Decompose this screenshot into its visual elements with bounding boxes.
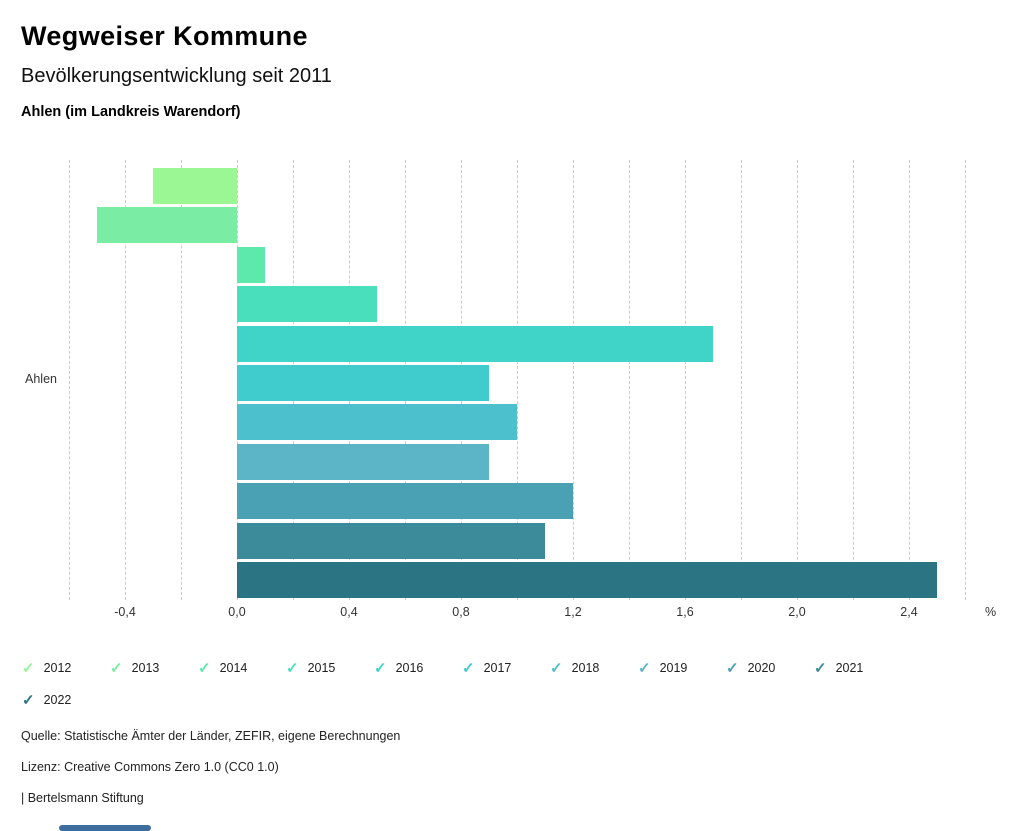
check-icon: ✓ bbox=[286, 659, 299, 677]
gridline bbox=[741, 160, 742, 600]
check-icon: ✓ bbox=[814, 659, 827, 677]
x-tick-label: 2,0 bbox=[788, 605, 806, 619]
check-icon: ✓ bbox=[726, 659, 739, 677]
legend-year-label: 2022 bbox=[43, 693, 72, 707]
gridline bbox=[125, 160, 126, 600]
legend-item-2022[interactable]: ✓ 2022 bbox=[22, 684, 110, 716]
legend-year-label: 2013 bbox=[131, 661, 160, 675]
legend-item-2015[interactable]: ✓ 2015 bbox=[286, 652, 374, 684]
check-icon: ✓ bbox=[22, 659, 35, 677]
gridline bbox=[573, 160, 574, 600]
x-tick-label: -0,4 bbox=[114, 605, 136, 619]
x-tick-label: 2,4 bbox=[900, 605, 918, 619]
legend-item-2020[interactable]: ✓ 2020 bbox=[726, 652, 814, 684]
legend-year-label: 2017 bbox=[483, 661, 512, 675]
gridline bbox=[965, 160, 966, 600]
legend-year-label: 2021 bbox=[835, 661, 864, 675]
x-tick-label: 0,8 bbox=[452, 605, 470, 619]
x-tick-label: 1,2 bbox=[564, 605, 582, 619]
legend-item-2013[interactable]: ✓ 2013 bbox=[110, 652, 198, 684]
check-icon: ✓ bbox=[110, 659, 123, 677]
gridline bbox=[909, 160, 910, 600]
attribution-line: | Bertelsmann Stiftung bbox=[21, 791, 144, 805]
bar-2022[interactable] bbox=[237, 562, 937, 598]
gridline bbox=[181, 160, 182, 600]
x-axis-unit-label: % bbox=[985, 605, 997, 619]
x-tick-label: 1,6 bbox=[676, 605, 694, 619]
chart-legend: ✓ 2012 ✓ 2013 ✓ 2014 ✓ 2015 ✓ 2016 ✓ 2017 ✓ 2018 ✓ 2019… bbox=[22, 652, 942, 716]
legend-item-2021[interactable]: ✓ 2021 bbox=[814, 652, 902, 684]
legend-year-label: 2014 bbox=[219, 661, 248, 675]
gridline bbox=[853, 160, 854, 600]
source-line: Quelle: Statistische Ämter der Länder, Z… bbox=[21, 729, 401, 743]
chart-footer: Quelle: Statistische Ämter der Länder, Z… bbox=[21, 729, 400, 822]
legend-item-2012[interactable]: ✓ 2012 bbox=[22, 652, 110, 684]
legend-item-2016[interactable]: ✓ 2016 bbox=[374, 652, 462, 684]
legend-year-label: 2016 bbox=[395, 661, 424, 675]
x-axis: % -0,4 0,0 0,4 0,8 1,2 1,6 2,0 2,4 bbox=[0, 605, 1024, 623]
check-icon: ✓ bbox=[198, 659, 211, 677]
gridline bbox=[629, 160, 630, 600]
bar-2015[interactable] bbox=[237, 286, 377, 323]
check-icon: ✓ bbox=[638, 659, 651, 677]
gridline bbox=[797, 160, 798, 600]
bar-2020[interactable] bbox=[237, 483, 573, 520]
bar-2021[interactable] bbox=[237, 522, 545, 559]
legend-item-2019[interactable]: ✓ 2019 bbox=[638, 652, 726, 684]
bar-2018[interactable] bbox=[237, 404, 517, 441]
legend-year-label: 2020 bbox=[747, 661, 776, 675]
bar-2014[interactable] bbox=[237, 246, 265, 283]
legend-item-2017[interactable]: ✓ 2017 bbox=[462, 652, 550, 684]
legend-year-label: 2015 bbox=[307, 661, 336, 675]
check-icon: ✓ bbox=[22, 691, 35, 709]
bar-chart-plot-area: Ahlen bbox=[0, 160, 1024, 600]
bar-2016[interactable] bbox=[237, 325, 713, 362]
legend-year-label: 2018 bbox=[571, 661, 600, 675]
bar-2013[interactable] bbox=[97, 207, 237, 244]
legend-year-label: 2012 bbox=[43, 661, 72, 675]
horizontal-scrollbar-thumb[interactable] bbox=[59, 825, 151, 831]
bar-2019[interactable] bbox=[237, 443, 489, 480]
chart-title: Bevölkerungsentwicklung seit 2011 bbox=[21, 65, 332, 87]
gridline bbox=[69, 160, 70, 600]
check-icon: ✓ bbox=[462, 659, 475, 677]
legend-item-2018[interactable]: ✓ 2018 bbox=[550, 652, 638, 684]
gridline bbox=[685, 160, 686, 600]
bar-2012[interactable] bbox=[153, 168, 237, 204]
legend-item-2014[interactable]: ✓ 2014 bbox=[198, 652, 286, 684]
check-icon: ✓ bbox=[550, 659, 563, 677]
x-tick-label: 0,4 bbox=[340, 605, 358, 619]
y-axis-category-label: Ahlen bbox=[25, 372, 57, 386]
check-icon: ✓ bbox=[374, 659, 387, 677]
gridline bbox=[517, 160, 518, 600]
x-tick-label: 0,0 bbox=[228, 605, 246, 619]
legend-year-label: 2019 bbox=[659, 661, 688, 675]
page-title: Wegweiser Kommune bbox=[21, 21, 308, 51]
bar-2017[interactable] bbox=[237, 365, 489, 401]
license-line: Lizenz: Creative Commons Zero 1.0 (CC0 1… bbox=[21, 760, 279, 774]
chart-region-subtitle: Ahlen (im Landkreis Warendorf) bbox=[21, 104, 241, 120]
